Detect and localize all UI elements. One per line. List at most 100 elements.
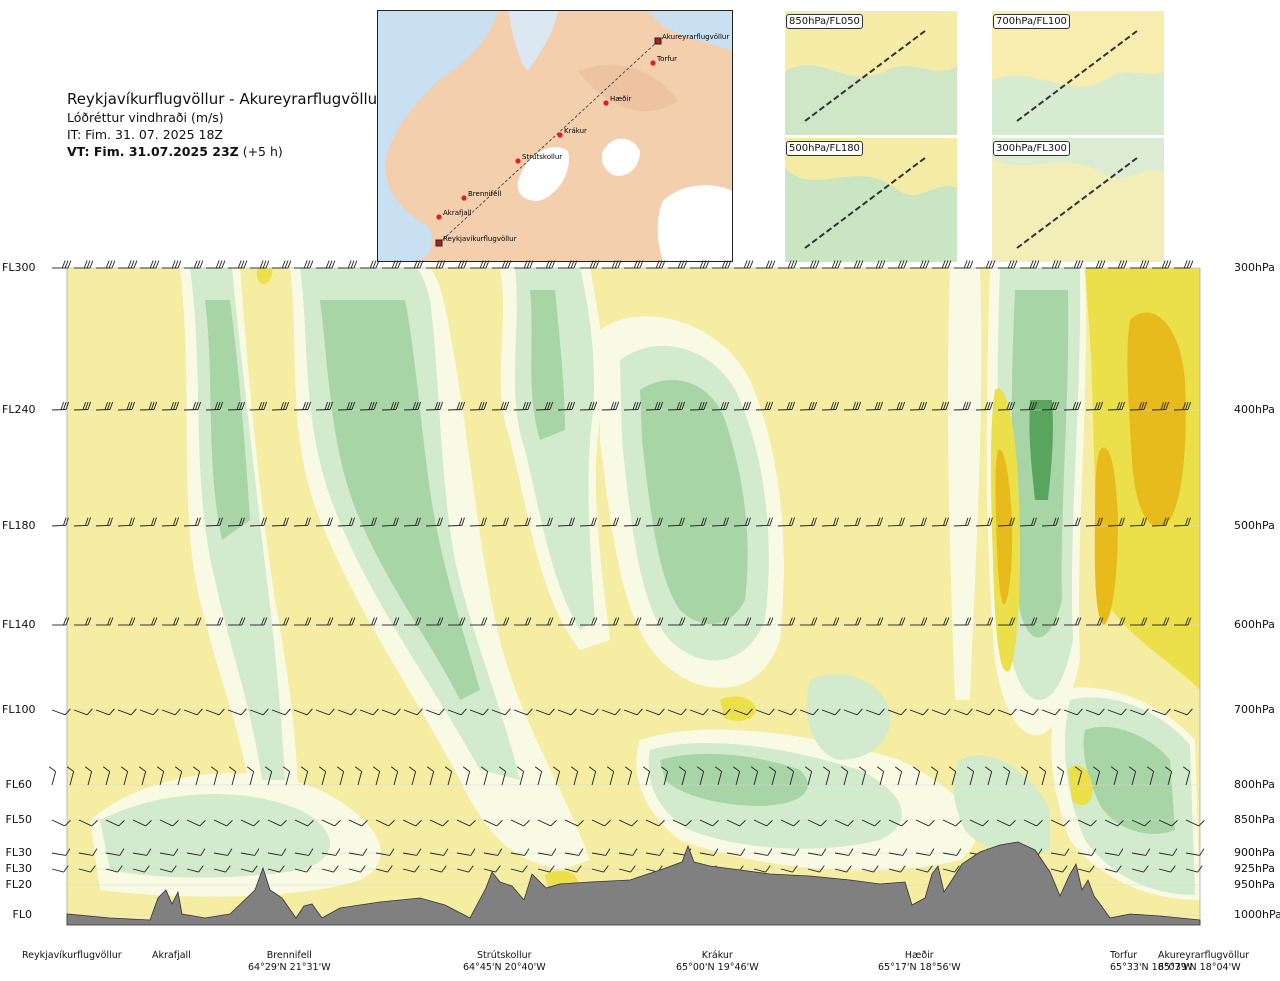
- wind-barb: [429, 819, 449, 827]
- svg-text:Akureyrarflugvöllur: Akureyrarflugvöllur: [662, 33, 729, 41]
- waypoint-name: Strútskollur: [477, 950, 532, 961]
- wind-barb: [1056, 766, 1065, 786]
- field-region: [256, 268, 273, 285]
- wind-barb: [1110, 766, 1119, 786]
- wind-barb: [227, 708, 247, 716]
- vertical-velocity-field: [67, 268, 1200, 925]
- wind-barb: [1023, 819, 1043, 827]
- wind-barb: [734, 617, 752, 626]
- wind-barb: [250, 260, 270, 269]
- thumbnail-500[interactable]: 500hPa/FL180: [785, 138, 957, 262]
- wind-barb: [294, 617, 312, 626]
- wind-barb: [1182, 766, 1191, 786]
- wind-barb: [213, 819, 233, 827]
- thumbnail-700[interactable]: 700hPa/FL100: [992, 11, 1164, 135]
- wind-barb: [516, 766, 525, 786]
- wind-barb: [456, 865, 474, 873]
- wind-barb: [601, 708, 621, 716]
- wind-barb: [601, 517, 619, 527]
- wind-barb: [1050, 848, 1070, 856]
- wind-barb: [888, 848, 908, 856]
- wind-barb: [1019, 708, 1039, 716]
- wind-barb: [1041, 401, 1060, 411]
- wind-barb: [953, 708, 973, 716]
- wind-barb: [953, 517, 971, 527]
- wind-barb: [447, 401, 466, 411]
- wind-barb: [1151, 708, 1171, 716]
- map-waypoint: Torfur: [650, 55, 677, 66]
- wind-barb: [931, 401, 950, 411]
- wind-barb: [205, 401, 224, 411]
- wind-barb: [282, 766, 291, 786]
- wind-barb: [206, 617, 224, 626]
- wind-barb: [975, 517, 993, 527]
- wind-barb: [777, 708, 797, 716]
- thumbnail-300[interactable]: 300hPa/FL300: [992, 138, 1164, 262]
- wind-barb: [930, 766, 939, 786]
- wind-barb: [132, 865, 150, 873]
- map-waypoint: Hæðir: [603, 95, 631, 106]
- waypoint-label: Reykjavíkurflugvöllur: [22, 950, 122, 962]
- wind-barb: [1085, 517, 1103, 527]
- wind-barb: [753, 819, 773, 827]
- wind-barb: [510, 819, 530, 827]
- wind-barb: [564, 865, 582, 873]
- wind-barb: [1107, 401, 1126, 411]
- wind-barb: [318, 766, 327, 786]
- waypoint-label: Krákur 65°00'N 19°46'W: [676, 950, 759, 974]
- wind-barb: [139, 517, 157, 527]
- wind-barb: [272, 617, 290, 626]
- wind-barb: [1020, 617, 1038, 626]
- wind-barb: [1104, 819, 1124, 827]
- wind-barb: [969, 819, 989, 827]
- wind-barb: [52, 260, 72, 269]
- wind-barb: [1077, 865, 1095, 873]
- wind-barb: [537, 865, 555, 873]
- wind-barb: [95, 708, 115, 716]
- waypoint-coord: 65°00'N 19°46'W: [676, 962, 759, 973]
- waypoint-name: Brennifell: [266, 950, 312, 961]
- wind-barb: [821, 708, 841, 716]
- wind-barb: [844, 260, 864, 269]
- terrain-profile: [66, 841, 1201, 926]
- waypoint-coord: 64°45'N 20°40'W: [463, 962, 546, 973]
- wind-barb: [618, 848, 638, 856]
- wind-barb: [425, 517, 443, 527]
- wind-barb: [448, 617, 466, 626]
- wind-barb: [337, 517, 355, 527]
- wind-barb: [249, 708, 269, 716]
- wind-barb: [931, 708, 951, 716]
- wind-barb: [359, 708, 379, 716]
- thumbnail-850[interactable]: 850hPa/FL050: [785, 11, 957, 135]
- wind-barb: [821, 517, 839, 527]
- thumbnail-700-field: [992, 11, 1164, 135]
- wind-barb: [755, 708, 775, 716]
- waypoint-coord: 65°39'N 18°04'W: [1158, 962, 1241, 973]
- thumbnail-500-field: [785, 138, 957, 262]
- field-region: [320, 300, 480, 700]
- wind-barb: [161, 401, 180, 411]
- wind-barb: [1085, 401, 1104, 411]
- wind-barb: [711, 401, 730, 411]
- wind-barb: [804, 766, 813, 786]
- wind-barb: [1064, 617, 1082, 626]
- wind-barb: [1041, 517, 1059, 527]
- wind-barb: [976, 260, 996, 269]
- pressure-level-label: 850hPa: [1234, 813, 1275, 826]
- wind-barb: [1151, 517, 1169, 527]
- wind-barb: [382, 617, 400, 626]
- pressure-level-label: 400hPa: [1234, 403, 1275, 416]
- pressure-level-label: 500hPa: [1234, 519, 1275, 532]
- wind-barb: [429, 865, 447, 873]
- parameter-label: Lóðréttur vindhraði (m/s): [67, 110, 224, 125]
- flight-level-label: FL0: [12, 908, 32, 921]
- wind-barb: [1185, 848, 1205, 856]
- wind-barb: [78, 865, 96, 873]
- wind-barb: [777, 517, 795, 527]
- wind-barb: [535, 517, 553, 527]
- wind-barb: [1042, 617, 1060, 626]
- svg-text:Reykjavíkurflugvöllur: Reykjavíkurflugvöllur: [443, 235, 517, 243]
- wind-barb: [624, 617, 642, 626]
- wind-barb: [95, 401, 114, 411]
